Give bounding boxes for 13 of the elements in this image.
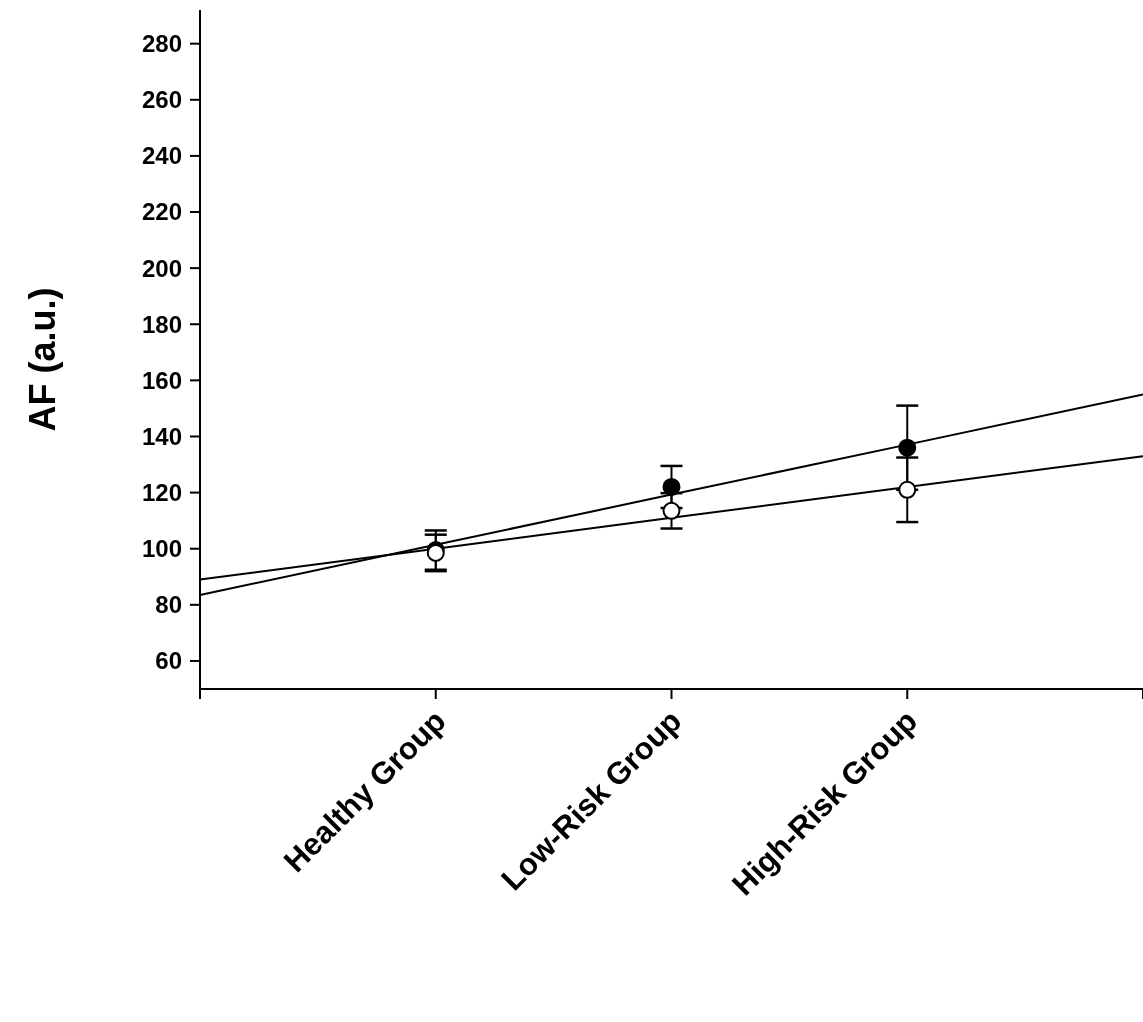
y-tick-label: 200 — [141, 254, 182, 282]
y-tick-label: 180 — [141, 310, 182, 338]
y-tick-label: 160 — [141, 366, 182, 394]
y-tick-label: 120 — [141, 479, 182, 506]
y-tick-label: 80 — [155, 591, 182, 619]
y-tick-label: 280 — [141, 30, 182, 58]
y-tick-label: 240 — [141, 142, 182, 170]
y-tick-label: 140 — [141, 422, 182, 450]
y-tick-label: 220 — [141, 198, 182, 226]
y-tick-label: 260 — [141, 86, 182, 114]
y-tick-label: 100 — [141, 535, 182, 563]
y-tick-label: 60 — [155, 647, 182, 675]
y-axis-title: AF (a.u.) — [22, 287, 63, 432]
